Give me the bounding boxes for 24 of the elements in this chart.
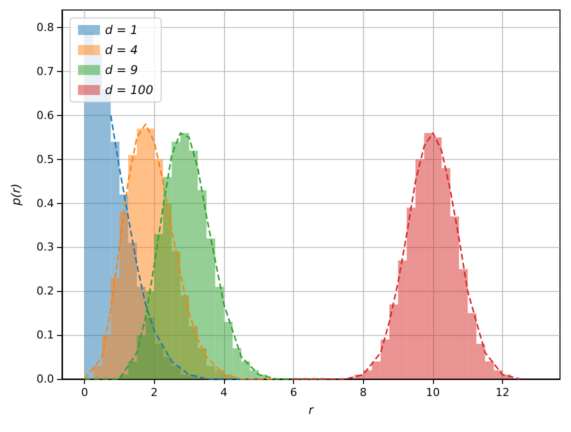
- y-axis-title: p(r): [9, 184, 23, 206]
- y-tick-label: 0.1: [36, 328, 54, 342]
- y-tick-label: 0.7: [36, 65, 54, 78]
- legend-label: d = 1: [105, 23, 138, 37]
- x-tick-label: 6: [290, 386, 298, 399]
- legend-label: d = 100: [105, 83, 154, 97]
- x-axis-title: r: [308, 403, 315, 417]
- x-tick-label: 12: [496, 386, 510, 399]
- x-tick-label: 0: [81, 386, 88, 399]
- y-tick-label: 0.6: [36, 108, 54, 122]
- y-tick-label: 0.0: [36, 372, 54, 386]
- y-tick-label: 0.5: [36, 152, 54, 166]
- y-tick-label: 0.2: [36, 284, 54, 298]
- x-tick-label: 4: [220, 386, 228, 399]
- line-series: [84, 132, 330, 380]
- legend-label: d = 9: [105, 63, 138, 77]
- x-tick-label: 2: [150, 386, 158, 399]
- x-tick-label: 8: [360, 386, 367, 399]
- legend-label: d = 4: [105, 43, 138, 57]
- y-tick-label: 0.4: [36, 196, 54, 210]
- x-tick-label: 10: [426, 386, 440, 399]
- line-series: [292, 132, 521, 380]
- y-tick-label: 0.8: [36, 21, 54, 34]
- y-tick-label: 0.3: [36, 240, 54, 254]
